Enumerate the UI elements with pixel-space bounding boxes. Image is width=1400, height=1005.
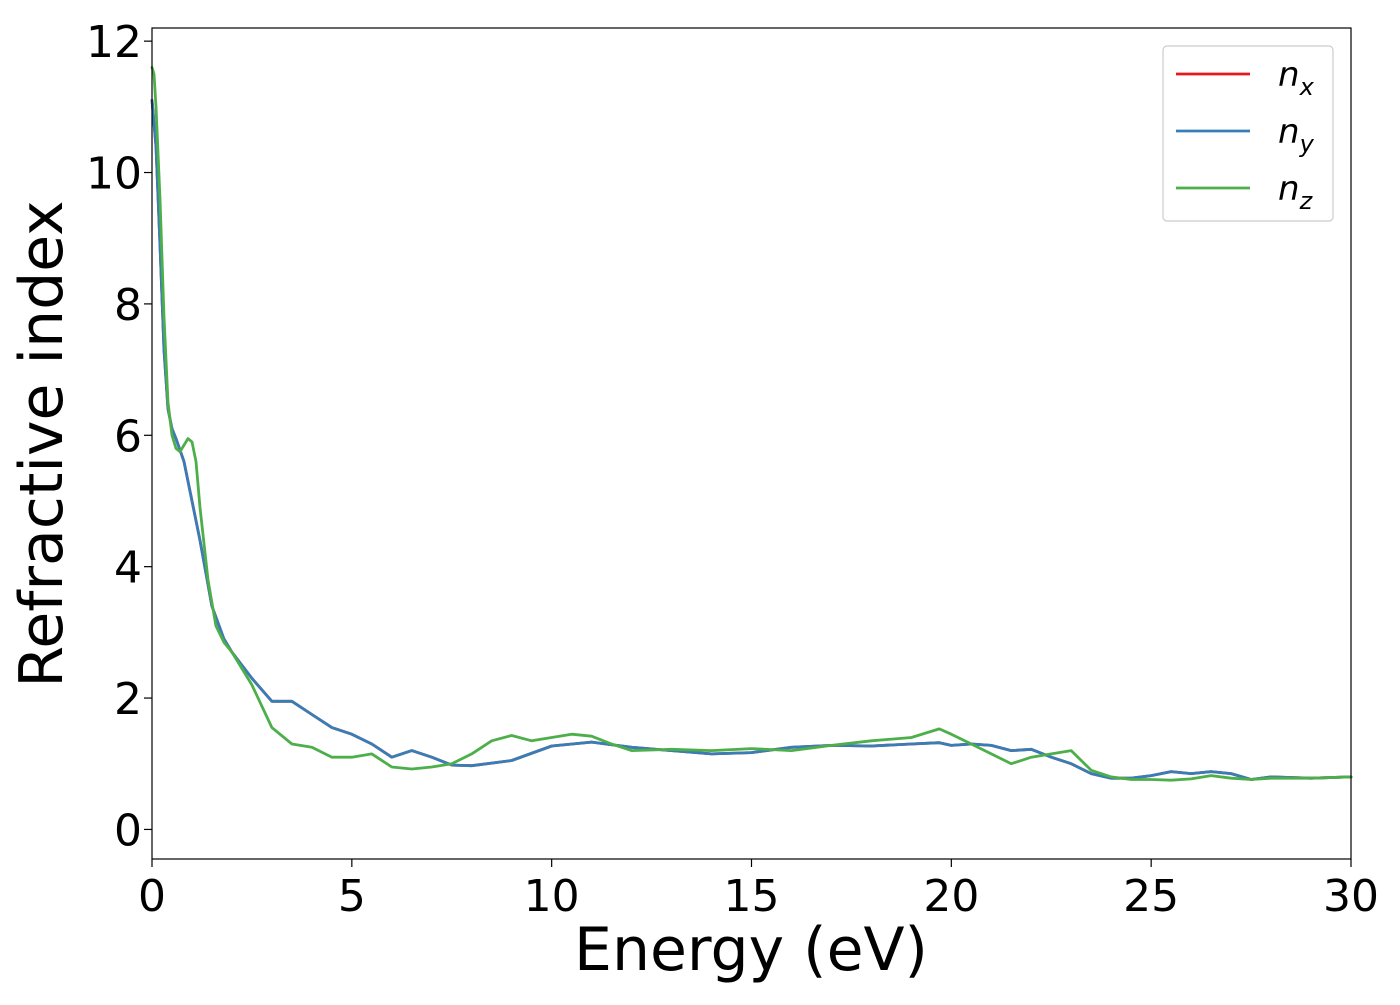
x-axis-title: Energy (eV) — [574, 915, 928, 985]
x-tick-label: 0 — [138, 871, 166, 922]
x-axis-ticks: 0 5 10 15 20 25 30 — [138, 859, 1379, 922]
y-axis-title: Refractive index — [7, 200, 77, 687]
x-tick-label: 5 — [338, 871, 366, 922]
x-tick-label: 20 — [923, 871, 979, 922]
y-axis-ticks: 0 2 4 6 8 10 12 — [86, 17, 152, 856]
y-tick-label: 6 — [114, 411, 142, 462]
y-tick-label: 8 — [114, 280, 142, 331]
y-tick-label: 2 — [114, 674, 142, 725]
x-tick-label: 15 — [724, 871, 780, 922]
y-tick-label: 0 — [114, 805, 142, 856]
series-layer — [150, 66, 1353, 782]
y-tick-label: 12 — [86, 17, 142, 68]
legend-frame — [1162, 45, 1334, 222]
y-tick-label: 10 — [86, 149, 142, 200]
x-tick-label: 30 — [1323, 871, 1379, 922]
x-tick-label: 10 — [524, 871, 580, 922]
y-tick-label: 4 — [114, 543, 142, 594]
series-line-n-z — [150, 66, 1353, 782]
x-tick-label: 25 — [1123, 871, 1179, 922]
